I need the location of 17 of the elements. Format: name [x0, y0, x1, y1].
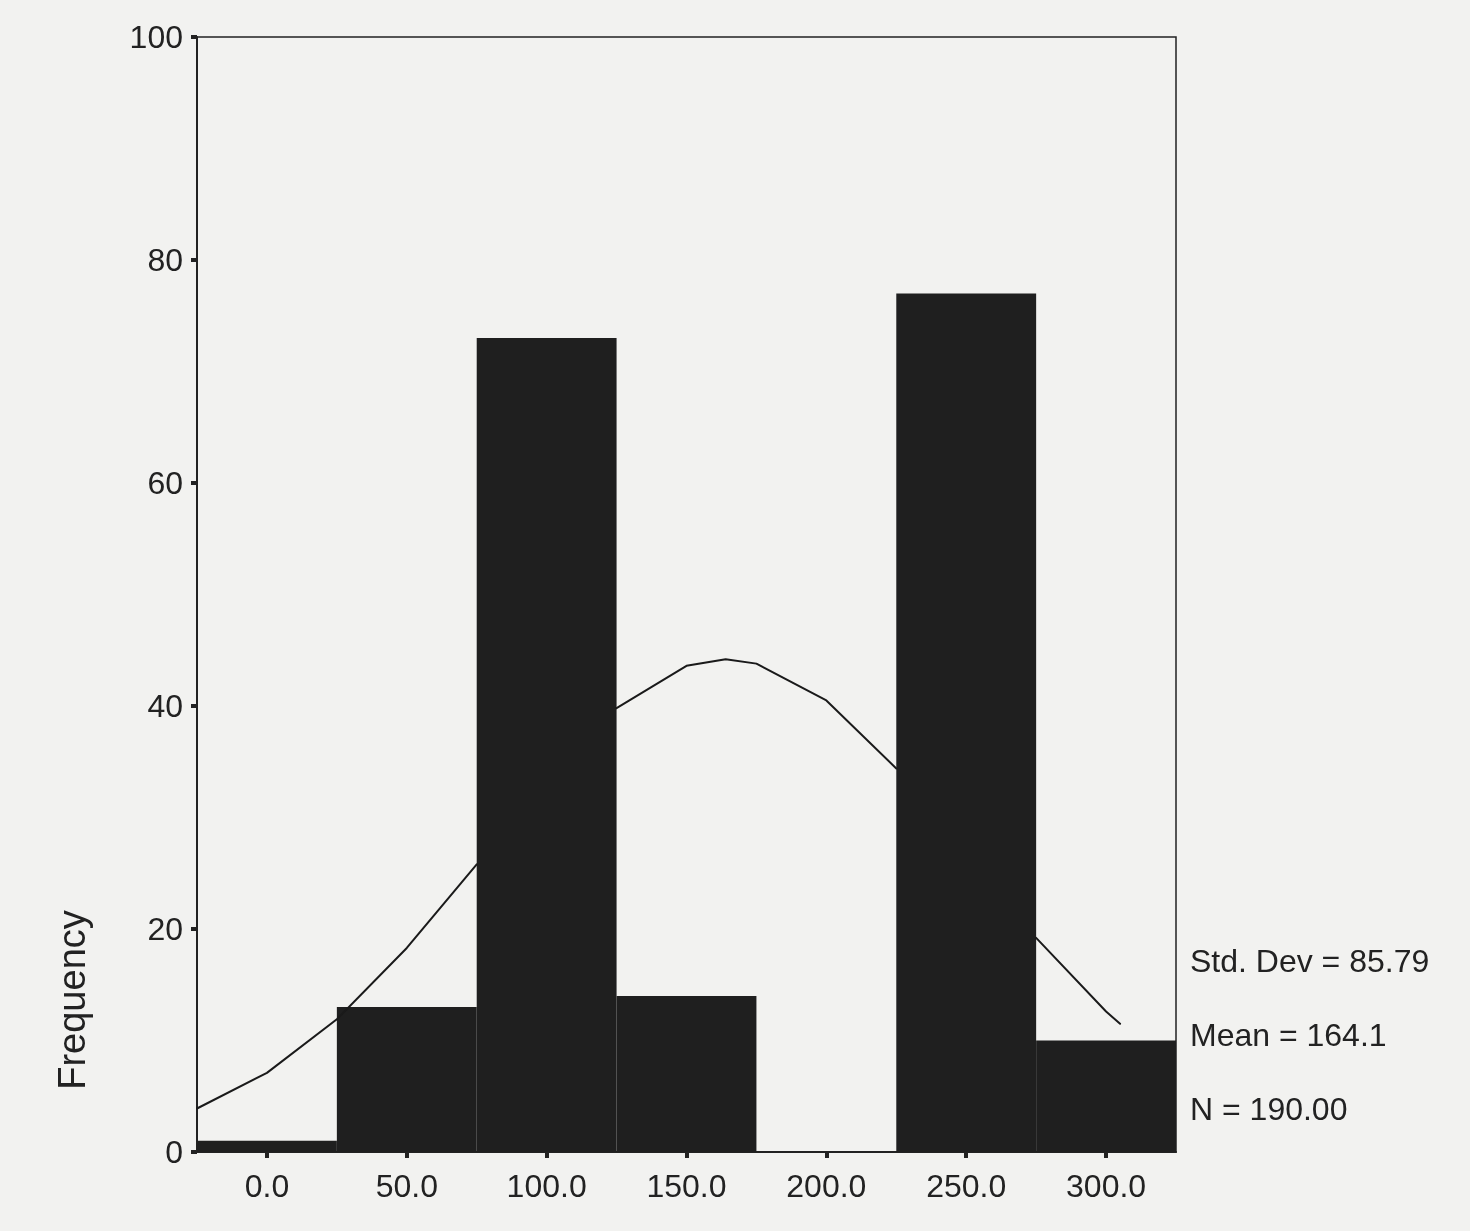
y-tick-label: 40 — [147, 688, 183, 724]
y-tick-label: 100 — [129, 19, 183, 55]
y-axis-title: Frequency — [51, 910, 93, 1090]
text: Mean = 164.1 — [1190, 1017, 1387, 1053]
text: N = 190.00 — [1190, 1091, 1348, 1127]
text: Std. Dev = 85.79 — [1190, 943, 1430, 979]
x-tick-label: 50.0 — [375, 1168, 438, 1204]
y-tick-label: 0 — [165, 1134, 183, 1170]
y-tick-label: 60 — [147, 465, 183, 501]
x-tick-label: 150.0 — [646, 1168, 727, 1204]
x-tick-label: 100.0 — [506, 1168, 587, 1204]
x-tick-label: 0.0 — [244, 1168, 290, 1204]
x-tick-label: 250.0 — [926, 1168, 1007, 1204]
x-tick-label: 300.0 — [1066, 1168, 1147, 1204]
y-tick-label: 20 — [147, 911, 183, 947]
y-tick-label: 80 — [147, 242, 183, 278]
x-tick-label: 200.0 — [786, 1168, 867, 1204]
